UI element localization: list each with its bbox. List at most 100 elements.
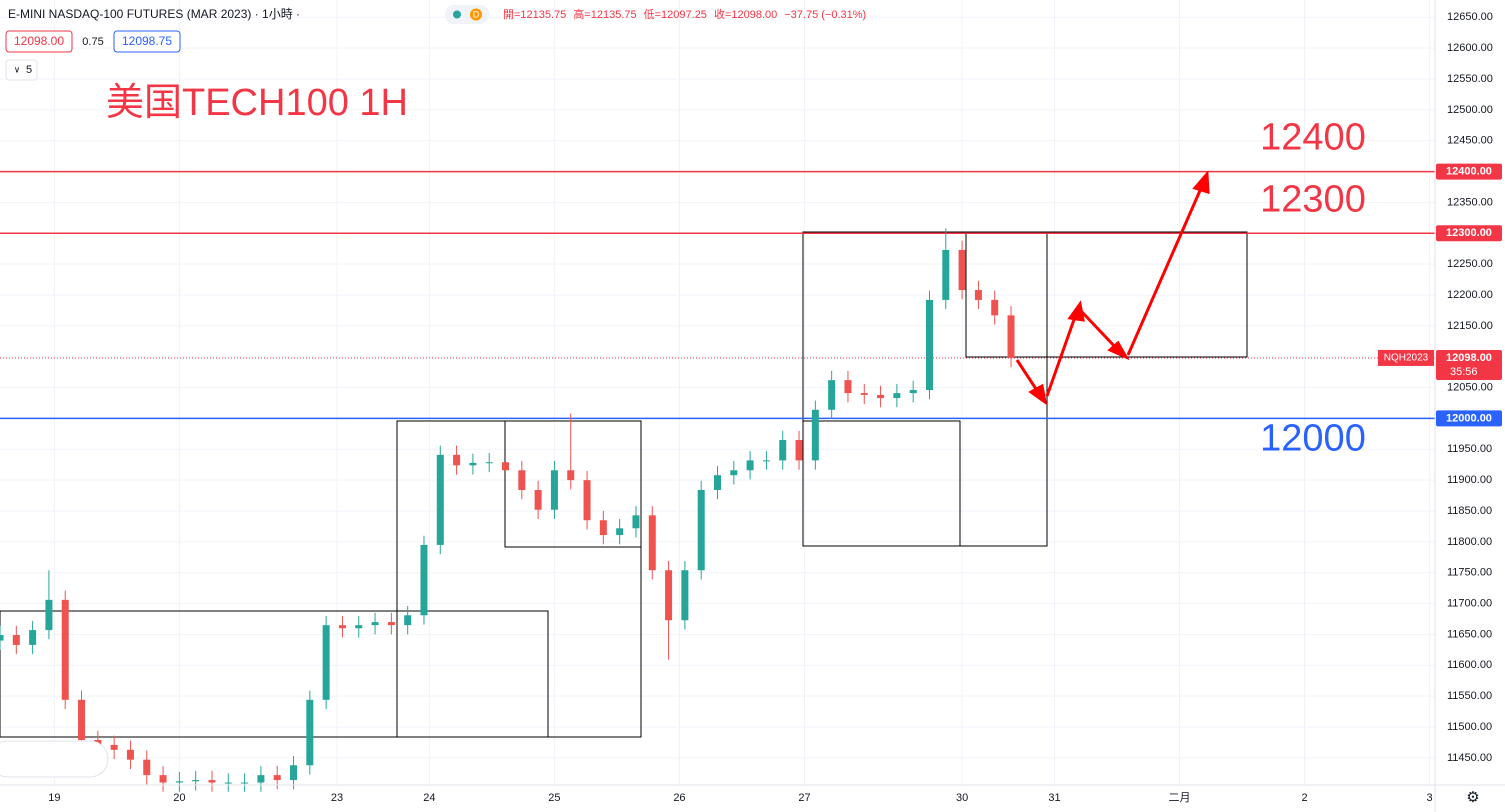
- settings-icon[interactable]: ⚙: [1466, 789, 1479, 806]
- candle-body: [1007, 315, 1015, 358]
- drawings: [0, 231, 1248, 738]
- candle-body: [811, 409, 819, 461]
- status-pill: [445, 5, 489, 24]
- price-badge-label: 12000.00: [1446, 412, 1492, 424]
- candle-body: [616, 528, 624, 536]
- axes: 11450.00 11500.00 11550.00 11600.00 11650.00…: [48, 11, 1502, 804]
- candle-body: [860, 393, 868, 395]
- candle-body: [779, 440, 787, 461]
- candle-body: [795, 440, 803, 461]
- x-tick-label: 30: [956, 792, 968, 804]
- y-tick-label: 11550.00: [1447, 690, 1492, 702]
- candle-body: [648, 515, 656, 571]
- candle-body: [550, 470, 558, 510]
- candle-body: [485, 462, 493, 464]
- y-tick-label: 11800.00: [1447, 536, 1492, 548]
- candle-body: [893, 393, 901, 399]
- candle-body: [583, 480, 591, 521]
- y-tick-label: 11750.00: [1447, 567, 1492, 579]
- candle-body: [241, 782, 249, 784]
- candle-body: [0, 635, 4, 641]
- y-tick-label: 11900.00: [1447, 474, 1492, 486]
- lots-icon: ∨: [14, 64, 21, 74]
- level-annotation: 12000: [1260, 417, 1366, 459]
- y-tick-label: 12550.00: [1447, 73, 1493, 85]
- candle-body: [126, 749, 134, 760]
- price-badge: [1436, 410, 1502, 427]
- source-dot: [470, 8, 482, 21]
- box: [504, 420, 642, 548]
- candle-body: [502, 462, 510, 471]
- candle-body: [599, 520, 607, 536]
- ask: 12098.75: [122, 34, 172, 48]
- annotation: 美国TECH100 1H: [106, 82, 408, 124]
- y-tick-label: 11650.00: [1447, 628, 1492, 640]
- ohlc-header: 開=12135.75 高=12135.75 低=12097.25 收=12098.00…: [503, 7, 866, 21]
- lots: 5: [26, 64, 32, 76]
- x-tick-label: 19: [48, 792, 60, 804]
- x-tick-label: 26: [673, 792, 685, 804]
- candle-body: [387, 622, 395, 626]
- candle-body: [925, 299, 933, 391]
- candle-body: [110, 744, 118, 750]
- x-tick-label: 3: [1427, 792, 1433, 804]
- candle-body: [991, 299, 999, 316]
- candle-body: [355, 625, 363, 629]
- arrow: [1126, 185, 1204, 356]
- candle-body: [974, 290, 982, 300]
- arrows: [1015, 170, 1210, 406]
- ohlc-value: −37.75 (−0.31%): [784, 9, 866, 21]
- candle-body: [746, 460, 754, 471]
- candle-body: [224, 782, 232, 784]
- spread: 0.75: [82, 36, 103, 48]
- candle-body: [208, 780, 216, 783]
- y-tick-label: 11450.00: [1447, 752, 1492, 764]
- x-tick-label: 31: [1048, 792, 1060, 804]
- candle-body: [371, 622, 379, 626]
- y-tick-label: 11850.00: [1447, 505, 1492, 517]
- countdown: 35:56: [1450, 366, 1478, 378]
- symbol-title: E-MINI NASDAQ-100 FUTURES (MAR 2023) · 1…: [8, 7, 300, 21]
- y-tick-label: 11500.00: [1447, 721, 1492, 733]
- lots-box[interactable]: [5, 59, 38, 81]
- ask-box[interactable]: [113, 30, 181, 53]
- ohlc-value: 收=12098.00: [714, 7, 777, 21]
- candle-body: [12, 635, 20, 645]
- candle-body: [453, 454, 461, 466]
- y-tick-label: 12250.00: [1447, 258, 1493, 270]
- candle-body: [175, 781, 183, 783]
- candle-body: [273, 775, 281, 781]
- ohlc-value: 高=12135.75: [573, 7, 636, 21]
- candle-body: [469, 462, 477, 466]
- candle-body: [828, 380, 836, 410]
- y-tick-label: 12500.00: [1447, 104, 1493, 116]
- arrowhead: [1028, 383, 1048, 406]
- candle-body: [159, 775, 167, 783]
- arrow: [1015, 359, 1040, 393]
- y-tick-label: 12150.00: [1447, 320, 1493, 332]
- candle-body: [632, 515, 640, 529]
- price-badge: [1436, 163, 1502, 180]
- last-price-badge: [1436, 349, 1502, 380]
- candle-body: [877, 394, 885, 399]
- candle-body: [290, 765, 298, 781]
- y-tick-label: 12600.00: [1447, 42, 1493, 54]
- levels: 12400 12300 12000: [0, 117, 1435, 459]
- y-tick-label: 12350.00: [1447, 196, 1493, 208]
- price-badge-label: 12400.00: [1446, 165, 1492, 177]
- candle-body: [338, 625, 346, 629]
- price-badge-label: 12300.00: [1446, 227, 1492, 239]
- candle-body: [762, 460, 770, 462]
- box: [802, 420, 961, 547]
- price-badge: [1436, 225, 1502, 242]
- x-tick-label: 24: [423, 792, 435, 804]
- candle-body: [143, 759, 151, 776]
- arrowhead: [1107, 340, 1130, 361]
- status-dot: [453, 10, 461, 19]
- x-tick-label: 25: [548, 792, 560, 804]
- candle-body: [257, 775, 265, 783]
- candles: [0, 228, 1015, 792]
- bid-box[interactable]: [5, 30, 73, 53]
